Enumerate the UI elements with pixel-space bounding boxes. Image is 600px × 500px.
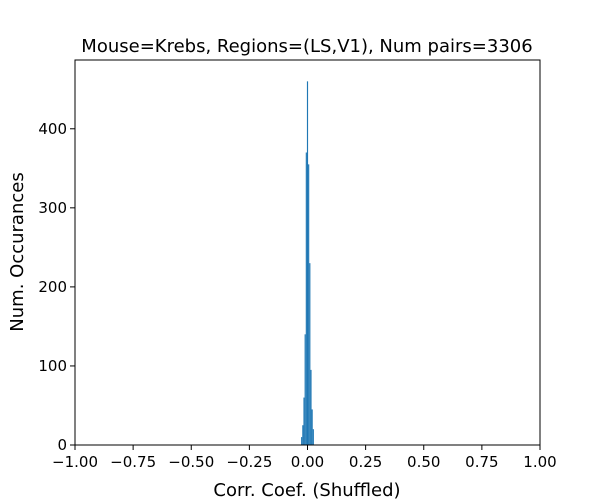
histogram-bar-0 [301, 437, 303, 445]
histogram-bar-1 [302, 425, 304, 445]
y-axis-ticks: 0 100 200 300 400 [38, 120, 75, 454]
y-tick-label-1: 100 [38, 357, 67, 375]
x-tick-label-2: −0.50 [168, 453, 214, 471]
y-tick-label-3: 300 [38, 199, 67, 217]
histogram-bars [301, 81, 314, 445]
x-tick-label-6: 0.50 [407, 453, 440, 471]
y-tick-label-0: 0 [57, 436, 67, 454]
histogram-bar-3 [304, 334, 306, 445]
x-tick-label-4: 0.00 [291, 453, 324, 471]
histogram-bar-2 [303, 397, 305, 445]
histogram-bar-5 [306, 81, 309, 445]
histogram-bar-6 [308, 164, 310, 445]
x-tick-label-0: −1.00 [52, 453, 98, 471]
x-axis-label: Corr. Coef. (Shuffled) [213, 480, 400, 500]
histogram-bar-7 [309, 263, 311, 445]
x-tick-label-3: −0.25 [226, 453, 272, 471]
plot-frame [74, 59, 541, 446]
x-tick-label-7: 0.75 [465, 453, 498, 471]
chart-title: Mouse=Krebs, Regions=(LS,V1), Num pairs=… [81, 36, 532, 57]
x-tick-label-5: 0.25 [349, 453, 382, 471]
x-tick-label-1: −0.75 [110, 453, 156, 471]
histogram-bar-8 [310, 369, 312, 445]
x-axis-ticks: −1.00 −0.75 −0.50 −0.25 0.00 0.25 0.50 0.75 1.00 [52, 445, 557, 471]
histogram-bar-10 [312, 429, 314, 445]
histogram-bar-4 [305, 152, 307, 445]
y-tick-label-4: 400 [38, 120, 67, 138]
histogram-bar-9 [311, 409, 313, 445]
y-axis-label: Num. Occurances [7, 172, 28, 331]
y-tick-label-2: 200 [38, 278, 67, 296]
x-tick-label-8: 1.00 [523, 453, 556, 471]
